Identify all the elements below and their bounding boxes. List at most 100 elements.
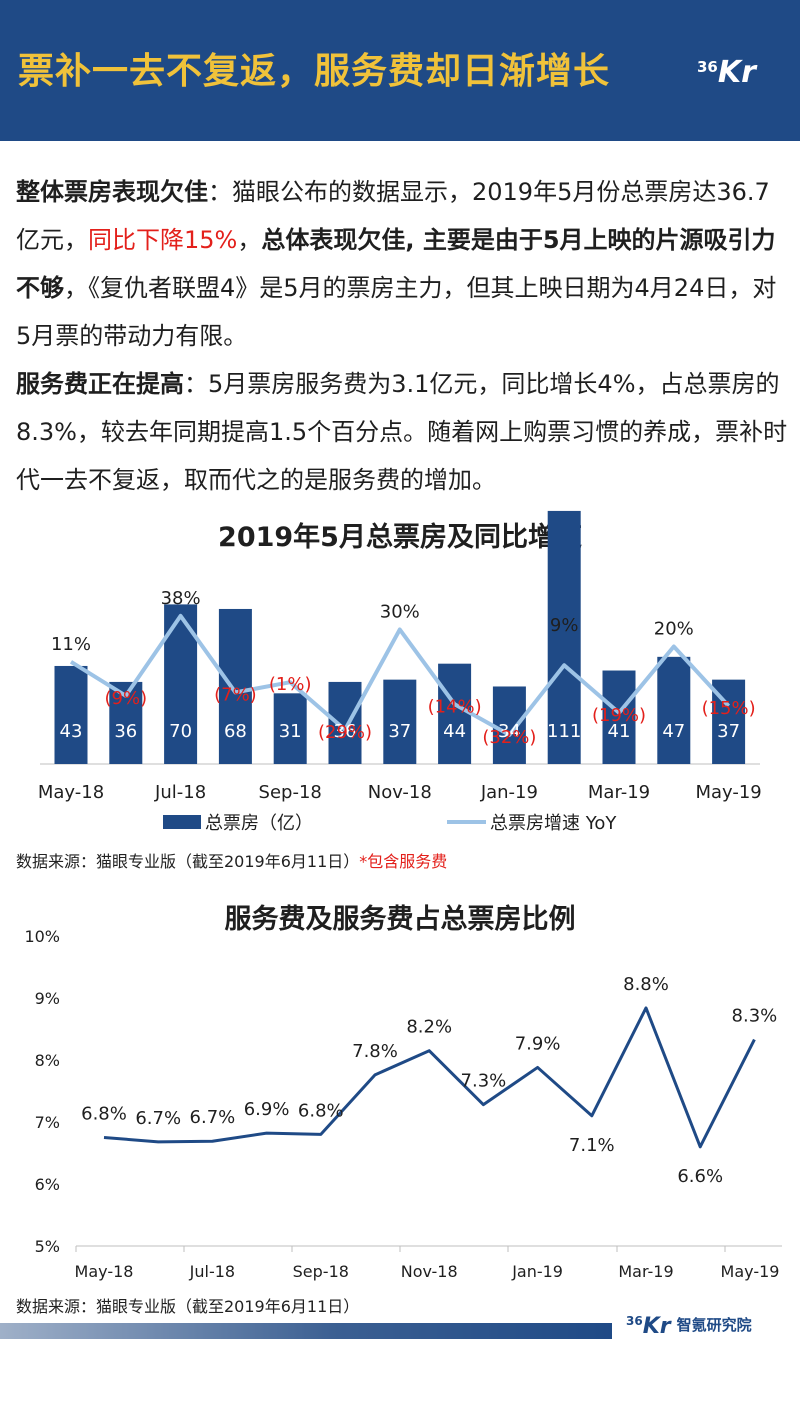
bar-value-label: 68 xyxy=(224,721,247,742)
x-tick-label: Jul-18 xyxy=(154,782,206,803)
bar xyxy=(54,665,88,764)
yoy-label: (19%) xyxy=(592,705,646,726)
bar xyxy=(328,681,362,764)
y-tick-label: 10% xyxy=(24,927,60,946)
yoy-label: (14%) xyxy=(428,696,482,717)
data-label: 6.6% xyxy=(677,1166,723,1187)
chart1-source: 数据来源：猫眼专业版（截至2019年6月11日）*包含服务费 xyxy=(16,848,447,872)
data-label: 6.8% xyxy=(81,1104,127,1125)
data-label: 7.9% xyxy=(515,1033,561,1054)
yoy-label: (1%) xyxy=(269,674,312,695)
yoy-line xyxy=(69,613,731,737)
bar-value-label: 47 xyxy=(662,721,685,742)
bar xyxy=(547,510,581,764)
bar-value-label: 43 xyxy=(60,721,83,742)
data-label: 6.7% xyxy=(135,1108,181,1129)
legend-bar-label: 总票房（亿） xyxy=(205,813,313,834)
bar-value-label: 37 xyxy=(388,721,411,742)
x-tick-label: Jan-19 xyxy=(480,782,538,803)
y-tick-label: 6% xyxy=(35,1175,60,1194)
yoy-label: 38% xyxy=(161,588,201,609)
data-label: 7.3% xyxy=(461,1071,507,1092)
chart1-source-note: *包含服务费 xyxy=(359,852,448,871)
x-tick-label: May-19 xyxy=(721,1262,780,1281)
chart-title: 2019年5月总票房及同比增速 xyxy=(218,521,582,553)
bar-value-label: 36 xyxy=(334,721,357,742)
bar-value-label: 44 xyxy=(443,721,466,742)
body-text: 整体票房表现欠佳：猫眼公布的数据显示，2019年5月份总票房达36.7亿元，同比… xyxy=(16,168,788,504)
bar-value-label: 111 xyxy=(547,721,581,742)
x-tick-label: Mar-19 xyxy=(618,1262,673,1281)
x-tick-label: Jan-19 xyxy=(511,1262,563,1281)
bar-value-label: 31 xyxy=(279,721,302,742)
p2-segment: ：5月票房服务费为3.1亿元，同比增长4%，占总票房的8.3%，较去年同期提高1… xyxy=(16,370,788,494)
y-tick-label: 9% xyxy=(35,989,60,1008)
chart-title: 服务费及服务费占总票房比例 xyxy=(225,904,576,935)
bar xyxy=(438,663,472,764)
bar xyxy=(602,670,636,764)
x-tick-label: Nov-18 xyxy=(401,1262,458,1281)
yoy-label: (15%) xyxy=(702,698,756,719)
footer-logo-number: 36 xyxy=(626,1314,643,1328)
data-label: 8.2% xyxy=(406,1017,452,1038)
data-label: 7.8% xyxy=(352,1041,398,1062)
p2-segment: 服务费正在提高 xyxy=(16,370,184,398)
brand-logo: 36Kr xyxy=(697,58,756,88)
x-tick-label: Sep-18 xyxy=(293,1262,349,1281)
bar-value-label: 34 xyxy=(498,721,521,742)
footer-org-name: 智氪研究院 xyxy=(676,1316,752,1334)
p1-segment: 整体票房表现欠佳 xyxy=(16,178,208,206)
yoy-label: (7%) xyxy=(214,684,257,705)
y-tick-label: 7% xyxy=(35,1113,60,1132)
yoy-label: 9% xyxy=(550,615,579,636)
x-tick-label: Jul-18 xyxy=(189,1262,235,1281)
p1-segment: ：猫眼公布的数据显示，2019年5月份总票房达36.7亿元， xyxy=(16,178,770,254)
p1-segment: ，《复仇者联盟4》是5月的票房主力，但其上映日期为4月24日，对5月票的带动力有… xyxy=(16,274,777,350)
x-tick-label: May-18 xyxy=(38,782,104,803)
service-ratio-line xyxy=(103,1006,756,1149)
x-tick-label: Mar-19 xyxy=(588,782,650,803)
p1-segment: 同比下降15% xyxy=(88,226,238,254)
bar-value-label: 36 xyxy=(114,721,137,742)
bar-value-label: 41 xyxy=(608,721,631,742)
yoy-label: 20% xyxy=(654,619,694,640)
yoy-label: (9%) xyxy=(104,688,147,709)
y-tick-label: 5% xyxy=(35,1237,60,1256)
p1-segment: ， xyxy=(237,226,262,254)
legend-bar-swatch xyxy=(163,815,201,829)
footer-logo: 36Kr 智氪研究院 xyxy=(626,1314,752,1339)
yoy-label: (29%) xyxy=(318,722,372,743)
bar-value-label: 70 xyxy=(169,721,192,742)
yoy-label: 11% xyxy=(51,634,91,655)
data-label: 6.8% xyxy=(298,1100,344,1121)
yoy-label: (32%) xyxy=(482,727,536,748)
header-banner: 票补一去不复返，服务费却日渐增长 36Kr xyxy=(0,0,800,141)
bar xyxy=(657,656,691,764)
legend-line-label: 总票房增速 YoY xyxy=(490,813,617,834)
data-label: 8.8% xyxy=(623,974,669,995)
x-tick-label: Nov-18 xyxy=(368,782,432,803)
data-label: 7.1% xyxy=(569,1135,615,1156)
data-label: 6.9% xyxy=(244,1099,290,1120)
footer-logo-letters: Kr xyxy=(642,1314,671,1339)
paragraph-service-fee: 服务费正在提高：5月票房服务费为3.1亿元，同比增长4%，占总票房的8.3%，较… xyxy=(16,360,788,504)
x-tick-label: Sep-18 xyxy=(259,782,322,803)
page-title: 票补一去不复返，服务费却日渐增长 xyxy=(18,51,611,92)
logo-letters: Kr xyxy=(717,55,756,90)
bar xyxy=(383,679,417,764)
logo-number: 36 xyxy=(697,58,718,76)
chart1-source-text: 数据来源：猫眼专业版（截至2019年6月11日） xyxy=(16,852,360,871)
paragraph-box-office: 整体票房表现欠佳：猫眼公布的数据显示，2019年5月份总票房达36.7亿元，同比… xyxy=(16,168,788,360)
x-tick-label: May-19 xyxy=(695,782,761,803)
bar xyxy=(218,608,252,764)
data-label: 6.7% xyxy=(190,1107,236,1128)
footer-bar xyxy=(0,1323,612,1339)
p1-segment: 总体表现欠佳, 主要是由于5月上映的片源吸引力不够 xyxy=(16,226,776,302)
chart2-source: 数据来源：猫眼专业版（截至2019年6月11日） xyxy=(16,1297,360,1316)
box-office-chart: 2019年5月总票房及同比增速 43 36 70 68 31 36 37 44 34 111 41 47… xyxy=(38,510,762,834)
bar xyxy=(273,693,307,764)
yoy-label: 30% xyxy=(380,602,420,623)
y-tick-label: 8% xyxy=(35,1051,60,1070)
bar-value-label: 37 xyxy=(717,721,740,742)
x-tick-label: May-18 xyxy=(75,1262,134,1281)
